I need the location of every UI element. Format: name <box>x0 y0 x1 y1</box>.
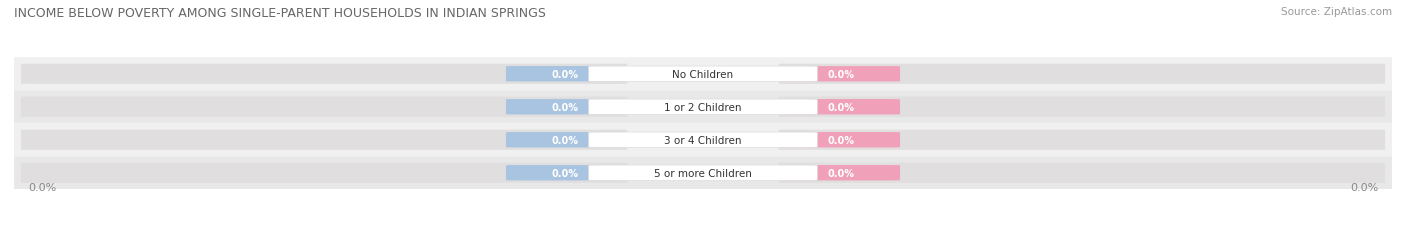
Text: Source: ZipAtlas.com: Source: ZipAtlas.com <box>1281 7 1392 17</box>
Text: 3 or 4 Children: 3 or 4 Children <box>664 135 742 145</box>
FancyBboxPatch shape <box>14 157 1392 189</box>
FancyBboxPatch shape <box>21 163 627 183</box>
FancyBboxPatch shape <box>506 100 624 115</box>
Text: 0.0%: 0.0% <box>1350 182 1378 192</box>
FancyBboxPatch shape <box>506 67 624 82</box>
FancyBboxPatch shape <box>14 91 1392 124</box>
Text: 0.0%: 0.0% <box>551 135 579 145</box>
FancyBboxPatch shape <box>589 165 817 181</box>
FancyBboxPatch shape <box>506 165 624 181</box>
Text: No Children: No Children <box>672 70 734 79</box>
FancyBboxPatch shape <box>782 67 900 82</box>
FancyBboxPatch shape <box>779 64 1385 85</box>
FancyBboxPatch shape <box>782 100 900 115</box>
Text: 0.0%: 0.0% <box>827 70 855 79</box>
FancyBboxPatch shape <box>779 97 1385 117</box>
FancyBboxPatch shape <box>782 165 900 181</box>
Text: 0.0%: 0.0% <box>551 70 579 79</box>
FancyBboxPatch shape <box>506 133 624 148</box>
FancyBboxPatch shape <box>589 133 817 148</box>
FancyBboxPatch shape <box>14 124 1392 157</box>
Text: INCOME BELOW POVERTY AMONG SINGLE-PARENT HOUSEHOLDS IN INDIAN SPRINGS: INCOME BELOW POVERTY AMONG SINGLE-PARENT… <box>14 7 546 20</box>
FancyBboxPatch shape <box>589 100 817 115</box>
FancyBboxPatch shape <box>21 64 627 85</box>
Text: 0.0%: 0.0% <box>28 182 56 192</box>
FancyBboxPatch shape <box>14 58 1392 91</box>
Text: 0.0%: 0.0% <box>827 102 855 112</box>
Text: 0.0%: 0.0% <box>551 168 579 178</box>
FancyBboxPatch shape <box>589 67 817 82</box>
Text: 5 or more Children: 5 or more Children <box>654 168 752 178</box>
FancyBboxPatch shape <box>21 97 627 117</box>
FancyBboxPatch shape <box>779 163 1385 183</box>
FancyBboxPatch shape <box>779 130 1385 150</box>
FancyBboxPatch shape <box>782 133 900 148</box>
Text: 0.0%: 0.0% <box>827 168 855 178</box>
Text: 0.0%: 0.0% <box>551 102 579 112</box>
FancyBboxPatch shape <box>21 130 627 150</box>
Text: 1 or 2 Children: 1 or 2 Children <box>664 102 742 112</box>
Text: 0.0%: 0.0% <box>827 135 855 145</box>
